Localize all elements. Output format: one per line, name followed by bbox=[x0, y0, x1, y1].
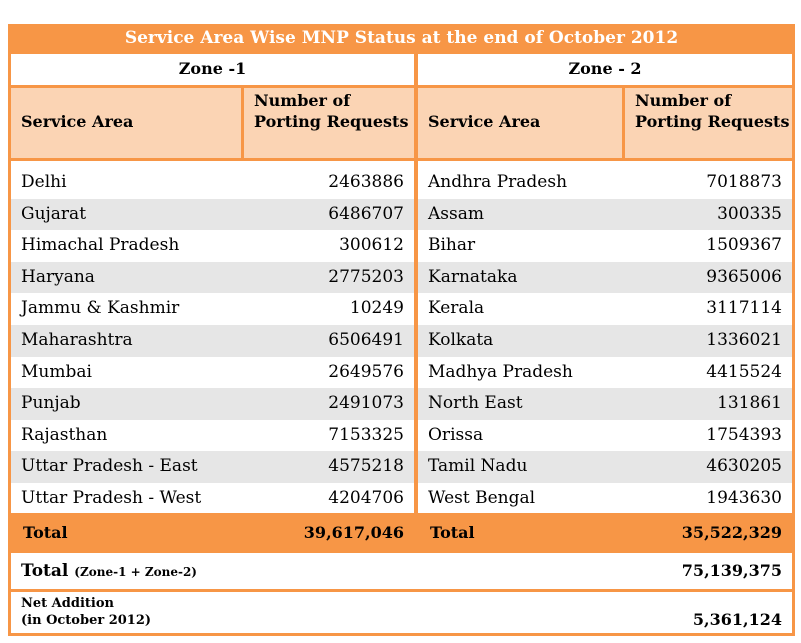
table-row: West Bengal 1943630 bbox=[418, 483, 792, 513]
porting-requests-value: 10249 bbox=[349, 298, 404, 319]
table-row: Kolkata 1336021 bbox=[418, 325, 792, 357]
service-area-name: Kerala bbox=[428, 298, 485, 319]
grand-total-label: Total (Zone-1 + Zone-2) bbox=[21, 561, 197, 581]
service-area-name: Madhya Pradesh bbox=[428, 361, 573, 382]
service-area-name: Tamil Nadu bbox=[428, 456, 528, 477]
table-row: Andhra Pradesh 7018873 bbox=[418, 167, 792, 199]
table-row: Punjab 2491073 bbox=[11, 388, 414, 420]
table-row: Jammu & Kashmir 10249 bbox=[11, 293, 414, 325]
zone-2-col-service-area: Service Area bbox=[418, 88, 622, 158]
zone-2-body: Andhra Pradesh 7018873 Assam 300335 Bihar 150… bbox=[418, 161, 792, 513]
porting-requests-value: 2463886 bbox=[328, 172, 404, 192]
table-row: Rajasthan 7153325 bbox=[11, 420, 414, 452]
porting-requests-value: 6486707 bbox=[328, 203, 404, 224]
zone-2-header: Zone - 2 bbox=[418, 54, 792, 85]
table-row: Tamil Nadu 4630205 bbox=[418, 451, 792, 483]
table-row: Karnataka 9365006 bbox=[418, 261, 792, 294]
service-area-name: Haryana bbox=[21, 266, 95, 287]
net-addition-row: Net Addition (in October 2012) 5,361,124 bbox=[11, 592, 792, 633]
service-area-name: Mumbai bbox=[21, 361, 92, 382]
mnp-status-table: Service Area Wise MNP Status at the end … bbox=[8, 24, 795, 636]
porting-requests-value: 2775203 bbox=[328, 266, 404, 287]
service-area-name: Assam bbox=[428, 203, 484, 224]
table-row: Himachal Pradesh 300612 bbox=[11, 230, 414, 262]
zone-1-body: Delhi 2463886 Gujarat 6486707 Himachal Prade… bbox=[11, 161, 414, 513]
porting-requests-value: 4204706 bbox=[328, 488, 404, 508]
table-row: Bihar 1509367 bbox=[418, 230, 792, 262]
table-row: Haryana 2775203 bbox=[11, 261, 414, 294]
net-addition-label: Net Addition (in October 2012) bbox=[21, 596, 152, 628]
porting-requests-value: 3117114 bbox=[706, 298, 782, 319]
table-row: Uttar Pradesh - West 4204706 bbox=[11, 483, 414, 513]
service-area-name: Gujarat bbox=[21, 203, 87, 224]
net-addition-value: 5,361,124 bbox=[692, 610, 782, 629]
service-area-name: Punjab bbox=[21, 393, 81, 414]
service-area-name: Orissa bbox=[428, 424, 484, 445]
service-area-name: Kolkata bbox=[428, 330, 494, 350]
porting-requests-value: 300612 bbox=[339, 235, 404, 256]
table-row: Gujarat 6486707 bbox=[11, 198, 414, 231]
service-area-name: Jammu & Kashmir bbox=[21, 298, 180, 319]
porting-requests-value: 300335 bbox=[717, 203, 782, 224]
porting-requests-value: 7018873 bbox=[706, 172, 782, 192]
porting-requests-value: 6506491 bbox=[328, 330, 404, 350]
porting-requests-value: 2649576 bbox=[328, 361, 404, 382]
table-row: Delhi 2463886 bbox=[11, 167, 414, 199]
service-area-name: Maharashtra bbox=[21, 330, 133, 350]
porting-requests-value: 7153325 bbox=[328, 424, 404, 445]
zone-1-col-service-area: Service Area bbox=[11, 88, 241, 158]
zone-1-col-porting-requests: Number of Porting Requests bbox=[244, 88, 414, 158]
table-row: Orissa 1754393 bbox=[418, 420, 792, 452]
grand-total-row: Total (Zone-1 + Zone-2) 75,139,375 bbox=[11, 553, 792, 589]
service-area-name: North East bbox=[428, 393, 523, 414]
porting-requests-value: 1336021 bbox=[706, 330, 782, 350]
table-row: Assam 300335 bbox=[418, 198, 792, 231]
table-row: Kerala 3117114 bbox=[418, 293, 792, 325]
service-area-name: Himachal Pradesh bbox=[21, 235, 180, 256]
porting-requests-value: 1509367 bbox=[706, 235, 782, 256]
table-row: Mumbai 2649576 bbox=[11, 357, 414, 389]
service-area-name: Uttar Pradesh - East bbox=[21, 456, 198, 477]
zone-2-col-porting-requests: Number of Porting Requests bbox=[625, 88, 792, 158]
service-area-name: Uttar Pradesh - West bbox=[21, 488, 202, 508]
service-area-name: Andhra Pradesh bbox=[428, 172, 568, 192]
porting-requests-value: 131861 bbox=[717, 393, 782, 414]
porting-requests-value: 4415524 bbox=[706, 361, 782, 382]
porting-requests-value: 2491073 bbox=[328, 393, 404, 414]
zone-2-total-value: 35,522,329 bbox=[681, 523, 782, 542]
zone-1-total-label: Total bbox=[23, 523, 68, 542]
service-area-name: West Bengal bbox=[428, 488, 536, 508]
table-row: Uttar Pradesh - East 4575218 bbox=[11, 451, 414, 483]
zone-2-total-label: Total bbox=[430, 523, 475, 542]
grand-total-value: 75,139,375 bbox=[681, 561, 782, 580]
table-title: Service Area Wise MNP Status at the end … bbox=[124, 28, 679, 48]
zone-1-total-value: 39,617,046 bbox=[303, 523, 404, 542]
porting-requests-value: 1754393 bbox=[706, 424, 782, 445]
table-row: North East 131861 bbox=[418, 388, 792, 420]
service-area-name: Delhi bbox=[21, 172, 67, 192]
porting-requests-value: 4575218 bbox=[328, 456, 404, 477]
service-area-name: Bihar bbox=[428, 235, 476, 256]
table-row: Madhya Pradesh 4415524 bbox=[418, 357, 792, 389]
service-area-name: Karnataka bbox=[428, 266, 518, 287]
zone-1-header: Zone -1 bbox=[11, 54, 414, 85]
table-row: Maharashtra 6506491 bbox=[11, 325, 414, 357]
porting-requests-value: 4630205 bbox=[706, 456, 782, 477]
porting-requests-value: 9365006 bbox=[706, 266, 782, 287]
porting-requests-value: 1943630 bbox=[706, 488, 782, 508]
service-area-name: Rajasthan bbox=[21, 424, 108, 445]
